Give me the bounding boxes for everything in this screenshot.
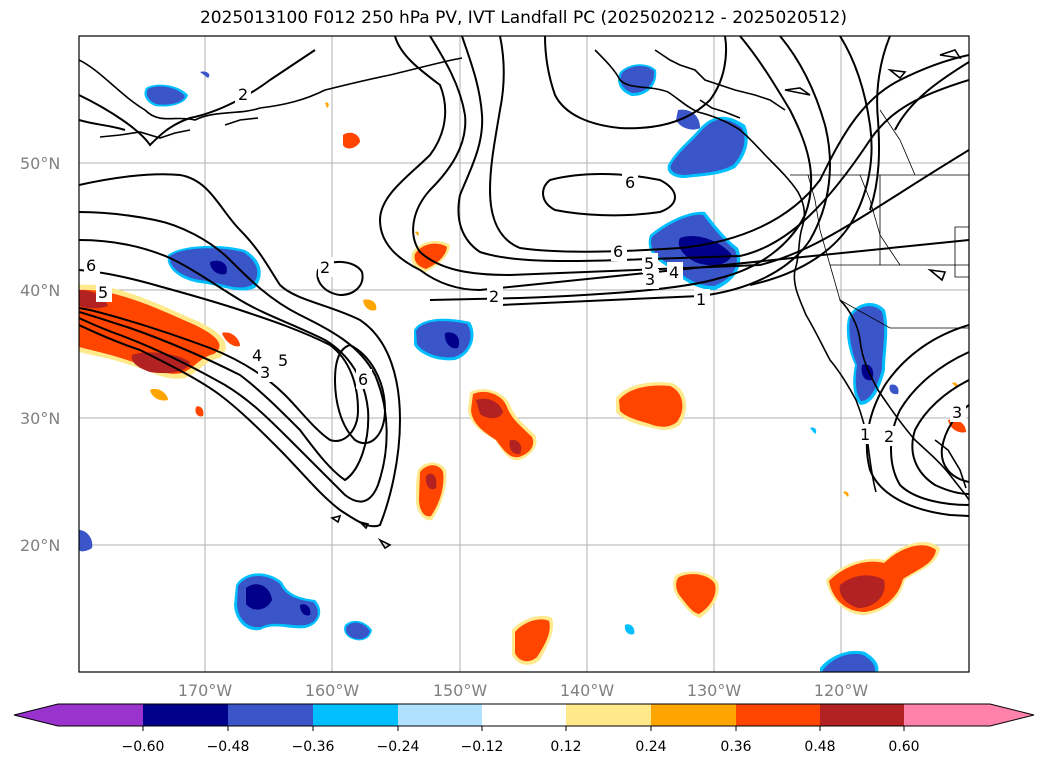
colorbar-tick-label: −0.24 xyxy=(377,739,420,755)
colorbar-tick-label: 0.24 xyxy=(635,739,666,755)
contour-label: 5 xyxy=(278,351,288,370)
contour-line xyxy=(911,379,969,495)
colorbar-tick-label: 0.36 xyxy=(720,739,751,755)
colorbar-segment xyxy=(566,704,651,726)
contour-line xyxy=(79,49,316,147)
pv-positive-anomalies xyxy=(79,132,966,665)
colorbar-tick-label: −0.36 xyxy=(292,739,335,755)
colorbar-tick-label: 0.48 xyxy=(804,739,835,755)
colorbar-tick-label: −0.60 xyxy=(122,739,165,755)
contour-label: 2 xyxy=(320,258,330,277)
lat-label: 30°N xyxy=(20,409,60,428)
contour-label: 3 xyxy=(260,363,270,382)
contour-line xyxy=(79,269,360,442)
lat-label: 20°N xyxy=(20,536,60,555)
colorbar-extend-low xyxy=(14,704,58,726)
contour-label: 1 xyxy=(696,290,706,309)
contour-label: 1 xyxy=(860,425,870,444)
map-frame xyxy=(78,35,970,673)
lon-label: 130°W xyxy=(687,681,742,700)
lon-label: 160°W xyxy=(305,681,360,700)
colorbar-segment xyxy=(651,704,736,726)
contour-line xyxy=(378,36,969,292)
contour-label: 3 xyxy=(645,270,655,289)
contour-line xyxy=(499,36,831,306)
colorbar-segment xyxy=(904,704,990,726)
colorbar-segment xyxy=(143,704,228,726)
colorbar-segment xyxy=(482,704,566,726)
colorbar-tick-label: 0.60 xyxy=(888,739,919,755)
colorbar-segment xyxy=(398,704,482,726)
colorbar: −0.60 −0.48 −0.36 −0.24 −0.12 0.12 0.24 … xyxy=(13,703,1035,755)
contour-line xyxy=(316,261,364,297)
map-title: 2025013100 F012 250 hPa PV, IVT Landfall… xyxy=(199,8,847,28)
contour-label: 6 xyxy=(86,256,96,275)
contour-line xyxy=(79,119,126,131)
colorbar-segment xyxy=(228,704,313,726)
colorbar-tick-label: 0.12 xyxy=(550,739,581,755)
pv-contours xyxy=(79,36,969,528)
contour-labels: 2 2 6 6 5 4 3 2 1 6 5 4 3 5 xyxy=(84,84,966,446)
lat-label: 40°N xyxy=(20,281,60,300)
contour-line xyxy=(333,343,387,445)
contour-label: 6 xyxy=(625,173,635,192)
contour-line xyxy=(79,211,388,503)
contour-label: 4 xyxy=(669,263,679,282)
contour-line xyxy=(542,173,676,217)
contour-line xyxy=(749,36,873,286)
contour-label: 3 xyxy=(952,403,962,422)
lon-label: 120°W xyxy=(814,681,869,700)
lon-label: 140°W xyxy=(560,681,615,700)
colorbar-segment xyxy=(736,704,820,726)
contour-label: 4 xyxy=(252,346,262,365)
contour-label: 6 xyxy=(358,370,368,389)
contour-line xyxy=(544,36,728,130)
lon-label: 170°W xyxy=(178,681,233,700)
colorbar-outline xyxy=(13,703,1035,727)
map-panel xyxy=(79,36,969,672)
contour-line xyxy=(457,36,969,263)
contour-label: 5 xyxy=(644,254,654,273)
colorbar-tick-label: −0.12 xyxy=(461,739,504,755)
contour-line xyxy=(412,36,969,277)
lat-label: 50°N xyxy=(20,154,60,173)
contour-line xyxy=(869,36,891,211)
contour-label: 2 xyxy=(884,427,894,446)
pv-negative-anomalies xyxy=(79,64,899,672)
colorbar-segment xyxy=(820,704,904,726)
colorbar-tick-label: −0.48 xyxy=(207,739,250,755)
contour-line xyxy=(429,36,813,301)
lon-label: 150°W xyxy=(433,681,488,700)
colorbar-segment xyxy=(313,704,398,726)
colorbar-extend-high xyxy=(990,704,1034,726)
contour-label: 2 xyxy=(489,287,499,306)
contour-line xyxy=(894,61,969,131)
contour-line xyxy=(79,173,402,528)
colorbar-segment xyxy=(58,704,143,726)
coastlines xyxy=(79,49,969,550)
contour-label: 2 xyxy=(238,85,248,104)
contour-label: 6 xyxy=(613,242,623,261)
contour-label: 5 xyxy=(98,283,108,302)
